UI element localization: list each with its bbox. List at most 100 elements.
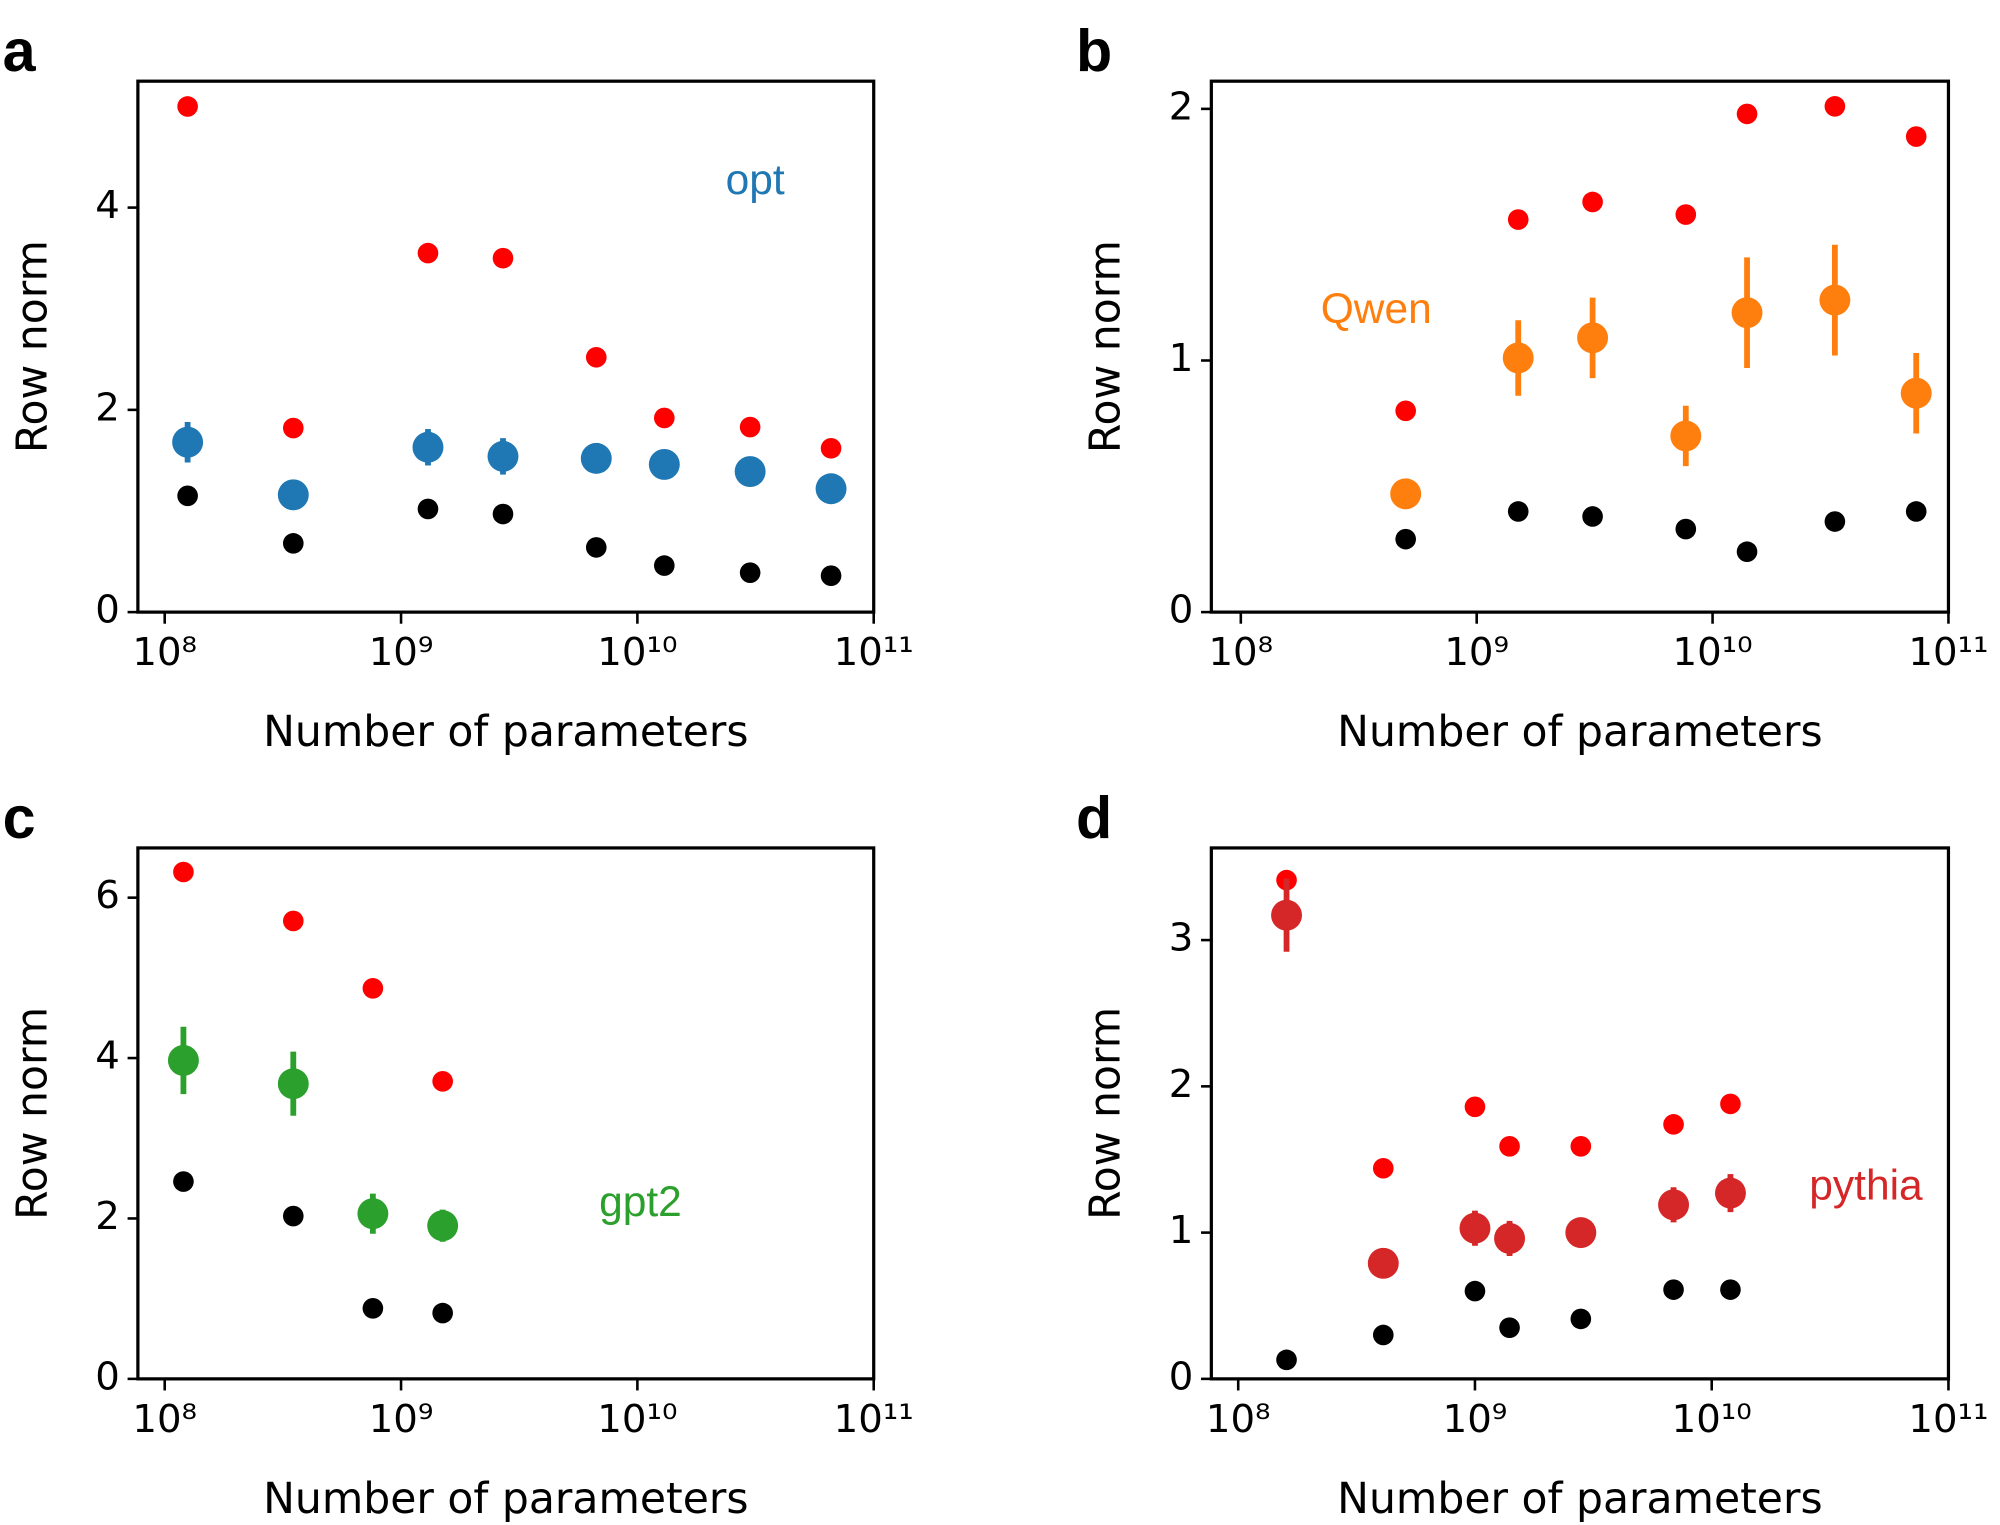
x-tick-label: 10⁸: [1206, 1397, 1271, 1442]
data-point: [1494, 1222, 1526, 1254]
y-axis-label: Row norm: [8, 1007, 57, 1220]
data-point: [1905, 126, 1927, 147]
data-point: [734, 456, 766, 488]
data-point: [820, 565, 842, 587]
data-point: [1271, 899, 1303, 931]
x-tick-label: 10⁹: [1444, 630, 1509, 675]
panel-label: c: [3, 784, 36, 851]
data-point: [172, 426, 204, 458]
y-tick-label: 6: [95, 873, 120, 918]
data-point: [417, 498, 439, 520]
data-point: [1499, 1317, 1520, 1338]
data-point: [1464, 1280, 1486, 1302]
data-point: [1582, 191, 1603, 213]
data-point: [282, 910, 304, 932]
x-tick-label: 10⁹: [1443, 1397, 1508, 1442]
data-point: [277, 1068, 309, 1100]
data-point: [492, 503, 514, 525]
data-point: [277, 479, 309, 511]
y-tick-label: 2: [95, 385, 120, 430]
data-point: [585, 537, 607, 558]
data-point: [648, 449, 680, 480]
panel-label: b: [1076, 17, 1112, 84]
data-point: [1675, 518, 1697, 540]
data-point: [1900, 377, 1932, 409]
data-point: [1395, 400, 1416, 422]
data-point: [412, 431, 444, 463]
data-point: [1395, 528, 1416, 550]
data-point: [1731, 297, 1763, 329]
data-point: [357, 1198, 389, 1230]
y-axis-label: Row norm: [1082, 240, 1131, 453]
plot-frame: [136, 846, 876, 1381]
annotation: Qwen: [1321, 286, 1432, 333]
y-tick-label: 3: [1169, 916, 1194, 961]
plot-frame: [1209, 79, 1951, 614]
data-point: [1663, 1114, 1684, 1135]
data-point: [1819, 284, 1851, 316]
y-tick-label: 2: [1169, 1062, 1194, 1107]
plot-frame: [136, 79, 876, 614]
x-tick-label: 10¹⁰: [1672, 1397, 1752, 1442]
data-point: [1464, 1096, 1486, 1118]
data-point: [1824, 96, 1846, 117]
panel-label: d: [1076, 784, 1112, 851]
data-point: [282, 533, 304, 554]
data-point: [1714, 1177, 1746, 1209]
y-tick-label: 0: [95, 1354, 120, 1399]
x-tick-label: 10¹⁰: [597, 1397, 677, 1442]
data-point: [1736, 541, 1758, 563]
y-tick-label: 2: [95, 1194, 120, 1239]
data-point: [585, 346, 607, 368]
data-point: [1390, 478, 1422, 510]
y-tick-label: 4: [95, 183, 120, 228]
data-point: [417, 242, 439, 264]
data-point: [1499, 1136, 1520, 1157]
x-tick-label: 10⁹: [369, 630, 434, 675]
x-tick-label: 10¹⁰: [1672, 630, 1752, 675]
x-tick-label: 10¹¹: [834, 1397, 914, 1442]
data-point: [1663, 1279, 1684, 1300]
data-point: [432, 1071, 453, 1092]
data-point: [1367, 1247, 1399, 1279]
x-tick-label: 10¹¹: [1908, 1397, 1988, 1442]
panel: b 0 1 2 10⁸ 10⁹ 10¹⁰ 10¹¹ Number of parameters Ro…: [1076, 17, 1989, 757]
data-point: [1720, 1279, 1741, 1300]
x-tick-label: 10¹¹: [834, 630, 914, 675]
data-point: [1736, 103, 1758, 125]
x-tick-label: 10⁹: [369, 1397, 434, 1442]
y-tick-label: 1: [1169, 336, 1194, 381]
x-tick-label: 10¹⁰: [597, 630, 677, 675]
data-point: [1824, 511, 1846, 532]
data-point: [653, 407, 675, 429]
data-point: [1577, 322, 1609, 354]
y-axis-label: Row norm: [8, 240, 57, 453]
data-point: [427, 1210, 459, 1242]
data-point: [362, 977, 384, 999]
y-tick-label: 0: [1169, 588, 1194, 633]
data-point: [1905, 501, 1927, 522]
annotation: gpt2: [599, 1179, 682, 1226]
x-tick-label: 10⁸: [132, 630, 197, 675]
x-tick-label: 10⁸: [132, 1397, 197, 1442]
data-point: [1582, 506, 1603, 527]
x-axis-label: Number of parameters: [263, 1475, 748, 1524]
data-point: [177, 485, 198, 507]
x-axis-label: Number of parameters: [263, 708, 748, 757]
data-point: [1276, 1349, 1297, 1371]
x-axis-label: Number of parameters: [1337, 708, 1822, 757]
data-point: [1459, 1212, 1491, 1244]
data-point: [1658, 1189, 1690, 1221]
y-axis-label: Row norm: [1082, 1007, 1131, 1220]
data-point: [1507, 209, 1529, 230]
data-point: [1675, 204, 1697, 225]
data-point: [1570, 1308, 1592, 1330]
data-point: [362, 1297, 384, 1319]
x-axis-label: Number of parameters: [1337, 1475, 1822, 1524]
data-point: [1502, 342, 1534, 374]
data-point: [173, 861, 194, 883]
x-tick-label: 10¹¹: [1908, 630, 1988, 675]
panel: c 0 2 4 6 10⁸ 10⁹ 10¹⁰ 10¹¹ Number of parameters R…: [3, 784, 914, 1524]
